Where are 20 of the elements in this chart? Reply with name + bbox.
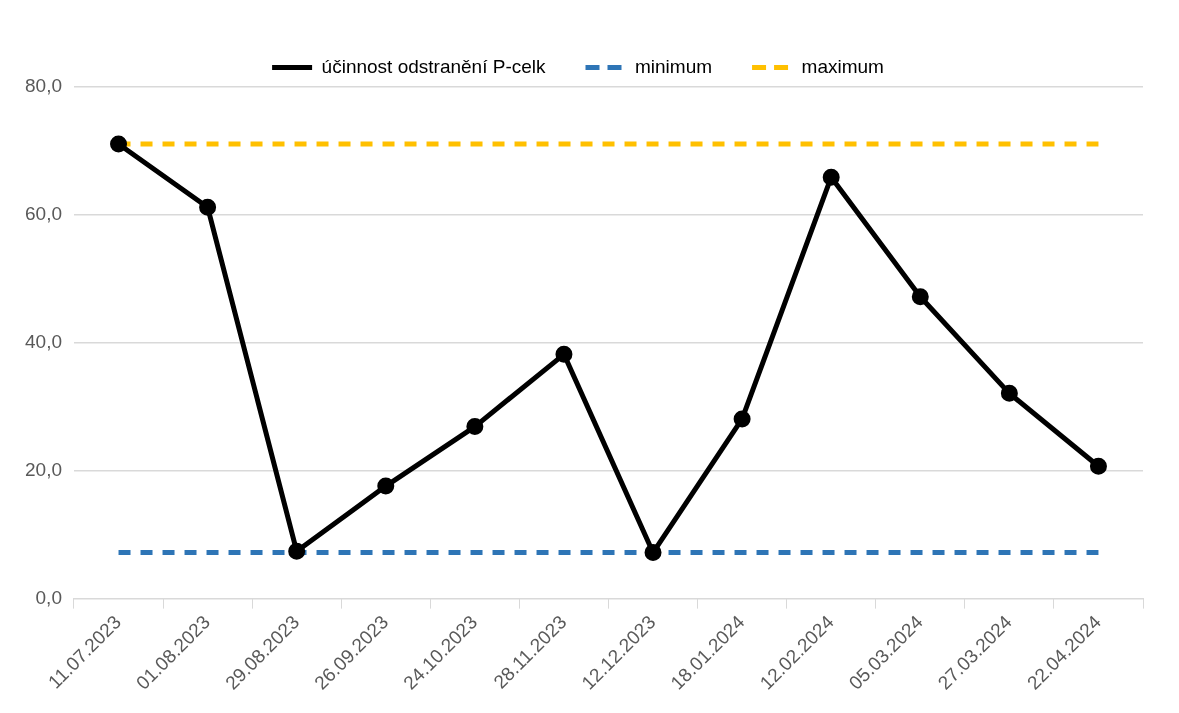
y-tick-label: 20,0: [25, 458, 62, 480]
legend-label: účinnost odstranění P-celk: [321, 55, 546, 77]
point: [555, 345, 573, 363]
point: [1089, 457, 1107, 475]
point: [1000, 384, 1018, 402]
y-tick-label: 0,0: [35, 586, 62, 608]
point: [110, 135, 128, 153]
point: [466, 418, 484, 436]
point: [644, 544, 662, 562]
point: [911, 288, 929, 306]
point: [288, 542, 306, 560]
y-tick-label: 40,0: [25, 331, 62, 353]
legend-label: minimum: [635, 55, 713, 77]
point: [377, 477, 395, 495]
point: [822, 168, 840, 186]
legend-label: maximum: [801, 55, 884, 77]
y-tick-label: 80,0: [25, 75, 62, 97]
y-tick-label: 60,0: [25, 203, 62, 225]
point: [733, 410, 751, 428]
point: [199, 198, 217, 216]
